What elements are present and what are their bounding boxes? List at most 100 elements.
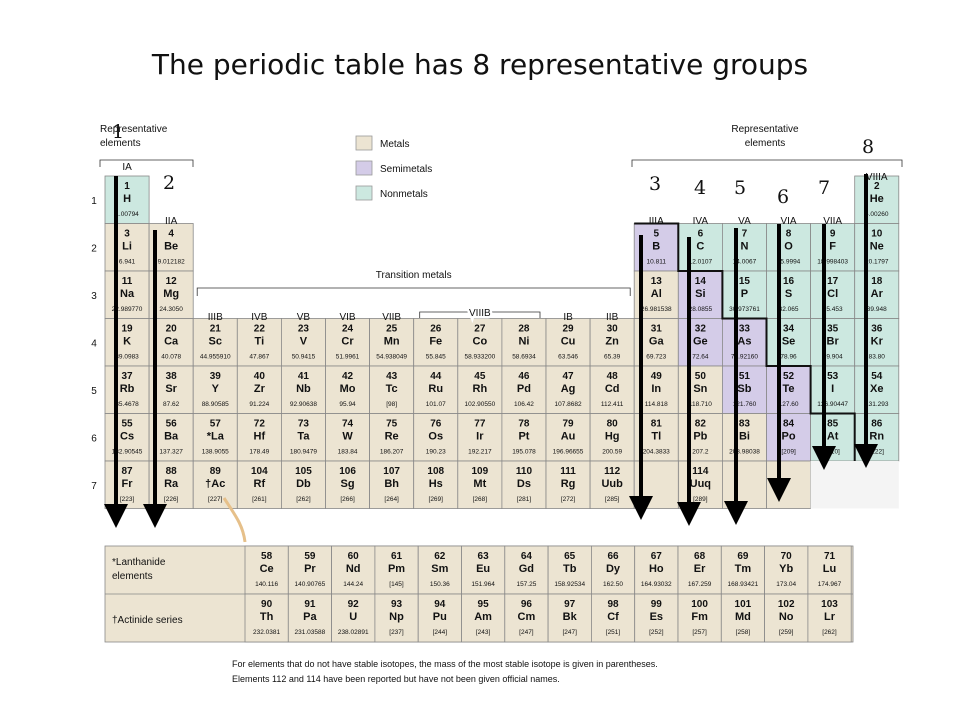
element-symbol: B bbox=[652, 241, 660, 253]
element-symbol: Hf bbox=[254, 431, 266, 443]
element-cell bbox=[457, 318, 503, 367]
slide-title: The periodic table has 8 representative … bbox=[151, 48, 809, 81]
element-symbol: No bbox=[779, 611, 794, 623]
element-mass: 151.964 bbox=[471, 581, 495, 588]
element-number: 29 bbox=[562, 324, 574, 335]
element-cell bbox=[545, 365, 591, 414]
element-symbol: Sm bbox=[431, 563, 448, 575]
element-mass: 190.23 bbox=[426, 449, 446, 456]
element-symbol: He bbox=[870, 193, 884, 205]
element-mass: 167.259 bbox=[688, 581, 712, 588]
element-mass: 91.224 bbox=[249, 401, 269, 408]
actinide-cell bbox=[547, 593, 592, 643]
element-symbol: Mg bbox=[163, 288, 179, 300]
element-cell bbox=[501, 413, 547, 462]
element-number: 27 bbox=[474, 324, 486, 335]
element-number: 49 bbox=[651, 371, 663, 382]
element-number: 47 bbox=[562, 371, 574, 382]
element-symbol: Cr bbox=[341, 336, 354, 348]
element-symbol: Li bbox=[122, 241, 132, 253]
legend-label: Metals bbox=[380, 139, 409, 150]
element-cell bbox=[104, 413, 150, 462]
element-symbol: Co bbox=[473, 336, 488, 348]
element-mass: [268] bbox=[473, 496, 488, 503]
element-mass: [269] bbox=[429, 496, 444, 503]
element-cell bbox=[104, 270, 150, 319]
element-mass: 168.93421 bbox=[728, 581, 759, 588]
element-number: 12 bbox=[166, 276, 178, 287]
element-symbol: Tm bbox=[735, 563, 752, 575]
element-number: 46 bbox=[518, 371, 530, 382]
element-number: 62 bbox=[434, 551, 446, 562]
element-symbol: Rb bbox=[120, 383, 135, 395]
element-symbol: Zr bbox=[254, 383, 266, 395]
element-symbol: Uub bbox=[601, 478, 623, 490]
element-mass: [285] bbox=[605, 496, 620, 503]
element-mass: 32.065 bbox=[779, 306, 799, 313]
lanthanide-cell bbox=[591, 545, 636, 595]
element-cell bbox=[854, 318, 900, 367]
element-symbol: Rh bbox=[473, 383, 488, 395]
element-mass: 12.0107 bbox=[689, 259, 713, 266]
element-number: 67 bbox=[651, 551, 663, 562]
rep-bracket-left bbox=[99, 159, 194, 167]
element-number: 22 bbox=[254, 324, 266, 335]
element-mass: [252] bbox=[649, 629, 664, 636]
element-number: 41 bbox=[298, 371, 310, 382]
element-number: 98 bbox=[607, 599, 619, 610]
legend-label: Semimetals bbox=[380, 164, 432, 175]
element-symbol: Bk bbox=[563, 611, 578, 623]
element-number: 3 bbox=[124, 229, 130, 240]
element-symbol: Lu bbox=[823, 563, 836, 575]
lanthanide-cell bbox=[807, 545, 852, 595]
rep-bracket-right bbox=[631, 159, 903, 167]
element-symbol: O bbox=[784, 241, 793, 253]
element-cell bbox=[677, 413, 723, 462]
element-mass: 101.07 bbox=[426, 401, 446, 408]
actinide-cell bbox=[677, 593, 722, 643]
element-symbol: Ag bbox=[561, 383, 576, 395]
element-mass: [222] bbox=[870, 449, 885, 456]
element-symbol: Sc bbox=[209, 336, 222, 348]
element-mass: 200.59 bbox=[602, 449, 622, 456]
element-number: 69 bbox=[737, 551, 749, 562]
element-mass: 112.411 bbox=[601, 401, 624, 408]
actinide-cell bbox=[634, 593, 679, 643]
element-cell bbox=[766, 270, 811, 319]
element-number: 21 bbox=[210, 324, 222, 335]
element-symbol: W bbox=[342, 431, 353, 443]
element-number: 19 bbox=[121, 324, 133, 335]
element-number: 30 bbox=[607, 324, 619, 335]
element-cell bbox=[192, 460, 238, 509]
element-mass: [247] bbox=[519, 629, 534, 636]
element-number: 64 bbox=[521, 551, 533, 562]
element-cell bbox=[545, 460, 591, 509]
element-mass: [227] bbox=[208, 496, 223, 503]
element-symbol: Al bbox=[651, 288, 662, 300]
element-mass: 118.710 bbox=[689, 401, 712, 408]
lanthanide-cell bbox=[547, 545, 592, 595]
element-number: 8 bbox=[786, 229, 792, 240]
element-cell bbox=[810, 270, 856, 319]
element-number: 112 bbox=[604, 466, 621, 477]
element-mass: 18.998403 bbox=[817, 259, 848, 266]
element-mass: 114.818 bbox=[645, 401, 668, 408]
element-cell bbox=[810, 223, 856, 272]
element-symbol: I bbox=[831, 383, 834, 395]
lanthanide-cell bbox=[417, 545, 462, 595]
element-symbol: Mo bbox=[340, 383, 356, 395]
lanthanide-cell bbox=[634, 545, 679, 595]
element-number: 15 bbox=[739, 276, 751, 287]
element-number: 102 bbox=[778, 599, 795, 610]
group-header-iia: IIA bbox=[165, 216, 178, 227]
element-number: 37 bbox=[121, 371, 133, 382]
element-mass: [281] bbox=[517, 496, 532, 503]
element-number: 50 bbox=[695, 371, 707, 382]
element-symbol: Eu bbox=[476, 563, 490, 575]
element-number: 42 bbox=[342, 371, 354, 382]
element-mass: 204.3833 bbox=[643, 449, 670, 456]
element-mass: 54.938049 bbox=[376, 354, 407, 361]
element-number: 107 bbox=[383, 466, 400, 477]
element-cell bbox=[766, 365, 811, 414]
element-symbol: Re bbox=[385, 431, 399, 443]
